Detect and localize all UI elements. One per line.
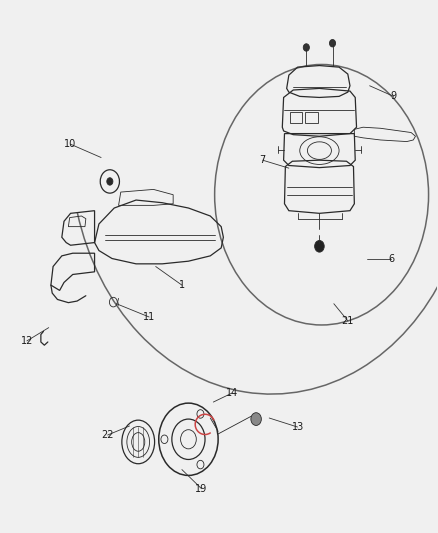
Circle shape xyxy=(303,44,309,51)
Text: 11: 11 xyxy=(143,312,155,322)
Bar xyxy=(290,112,302,123)
Text: 9: 9 xyxy=(391,91,397,101)
Circle shape xyxy=(314,240,324,252)
Text: 12: 12 xyxy=(21,336,33,346)
Bar xyxy=(305,112,318,123)
Text: 14: 14 xyxy=(226,388,238,398)
Text: 6: 6 xyxy=(389,254,395,263)
Text: 21: 21 xyxy=(342,316,354,326)
Circle shape xyxy=(251,413,261,425)
Text: 22: 22 xyxy=(102,430,114,440)
Text: 1: 1 xyxy=(179,280,185,290)
Text: 7: 7 xyxy=(260,155,266,165)
Text: 19: 19 xyxy=(195,484,208,494)
Circle shape xyxy=(107,177,113,185)
Circle shape xyxy=(329,39,336,47)
Text: 13: 13 xyxy=(291,422,304,432)
Text: 10: 10 xyxy=(64,139,77,149)
